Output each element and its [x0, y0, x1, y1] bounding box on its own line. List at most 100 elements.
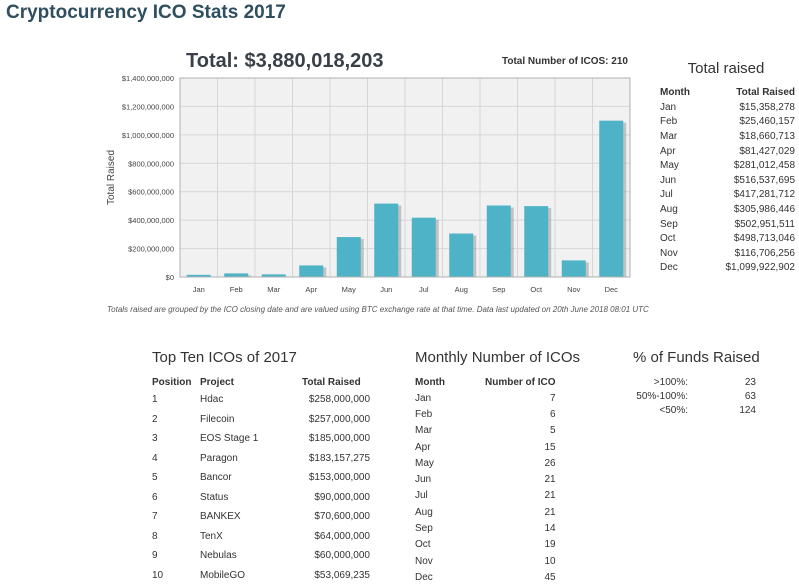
total-raised-cell: $498,713,046	[701, 231, 795, 246]
y-tick-label: $800,000,000	[128, 159, 174, 168]
column-header-position: Position	[152, 375, 200, 390]
x-tick-label: Dec	[605, 285, 619, 294]
total-raised-cell: $417,281,712	[701, 188, 795, 203]
ico-count-cell: 45	[485, 569, 556, 585]
total-raised-panel: Total raised Month Total Raised Jan$15,3…	[660, 60, 799, 275]
project-cell: Status	[200, 488, 292, 508]
total-raised-cell: $257,000,000	[292, 410, 370, 430]
project-cell: Hdac	[200, 390, 292, 410]
total-raised-cell: $305,986,446	[701, 202, 795, 217]
table-row: <50%:124	[633, 403, 756, 417]
monthly-count-title: Monthly Number of ICOs	[415, 349, 580, 366]
total-raised-cell: $15,358,278	[701, 100, 795, 115]
month-cell: Jun	[415, 471, 485, 487]
table-row: 50%-100%:63	[633, 389, 756, 403]
position-cell: 1	[152, 390, 200, 410]
x-tick-label: Nov	[567, 285, 581, 294]
count-cell: 23	[688, 375, 756, 389]
position-cell: 4	[152, 449, 200, 469]
column-header-number-of-ico: Number of ICO	[485, 375, 556, 390]
y-tick-label: $1,400,000,000	[122, 74, 174, 83]
range-cell: <50%:	[633, 403, 688, 417]
month-cell: Sep	[660, 217, 701, 232]
chart-footnote: Totals raised are grouped by the ICO clo…	[107, 305, 649, 314]
top-ten-title: Top Ten ICOs of 2017	[152, 349, 370, 366]
table-header-row: Month Total Raised	[660, 85, 795, 100]
y-tick-label: $0	[166, 273, 174, 282]
column-header-month: Month	[660, 85, 701, 100]
total-raised-cell: $516,537,695	[701, 173, 795, 188]
table-row: Oct$498,713,046	[660, 231, 795, 246]
month-cell: Oct	[415, 537, 485, 553]
count-cell: 63	[688, 389, 756, 403]
column-header-total-raised: Total Raised	[701, 85, 795, 100]
monthly-count-panel: Monthly Number of ICOs Month Number of I…	[415, 349, 580, 586]
month-cell: Feb	[660, 115, 701, 130]
table-row: Dec$1,099,922,902	[660, 261, 795, 276]
y-tick-label: $600,000,000	[128, 188, 174, 197]
ico-count-cell: 14	[485, 520, 556, 536]
position-cell: 10	[152, 566, 200, 586]
month-cell: Mar	[660, 129, 701, 144]
range-cell: >100%:	[633, 375, 688, 389]
month-cell: Nov	[660, 246, 701, 261]
total-raised-cell: $60,000,000	[292, 546, 370, 566]
bar-oct	[524, 206, 548, 277]
x-tick-label: Mar	[267, 285, 280, 294]
total-raised-cell: $81,427,029	[701, 144, 795, 159]
ico-count-cell: 21	[485, 488, 556, 504]
table-row: Feb$25,460,157	[660, 115, 795, 130]
position-cell: 3	[152, 429, 200, 449]
x-tick-label: Sep	[492, 285, 505, 294]
project-cell: Filecoin	[200, 410, 292, 430]
month-cell: Aug	[660, 202, 701, 217]
ico-count-cell: 5	[485, 423, 556, 439]
table-row: Sep$502,951,511	[660, 217, 795, 232]
position-cell: 8	[152, 527, 200, 547]
project-cell: Paragon	[200, 449, 292, 469]
month-cell: Dec	[415, 569, 485, 585]
table-header-row: Month Number of ICO	[415, 375, 556, 390]
ico-count-cell: 15	[485, 439, 556, 455]
x-tick-label: May	[342, 285, 356, 294]
x-tick-label: Jul	[419, 285, 429, 294]
month-cell: Jun	[660, 173, 701, 188]
ico-count-cell: 26	[485, 455, 556, 471]
ico-count-cell: 6	[485, 406, 556, 422]
month-cell: Jan	[660, 100, 701, 115]
ico-count-cell: 21	[485, 471, 556, 487]
month-cell: Jul	[415, 488, 485, 504]
total-raised-cell: $70,600,000	[292, 507, 370, 527]
project-cell: MobileGO	[200, 566, 292, 586]
project-cell: Nebulas	[200, 546, 292, 566]
total-raised-cell: $1,099,922,902	[701, 261, 795, 276]
y-tick-label: $1,000,000,000	[122, 131, 174, 140]
table-row: Jun$516,537,695	[660, 173, 795, 188]
table-row: Aug$305,986,446	[660, 202, 795, 217]
project-cell: BANKEX	[200, 507, 292, 527]
month-cell: May	[415, 455, 485, 471]
y-tick-label: $400,000,000	[128, 216, 174, 225]
y-tick-label: $200,000,000	[128, 245, 174, 254]
x-tick-label: Jun	[380, 285, 392, 294]
page-title: Cryptocurrency ICO Stats 2017	[6, 2, 286, 24]
table-row: >100%:23	[633, 375, 756, 389]
